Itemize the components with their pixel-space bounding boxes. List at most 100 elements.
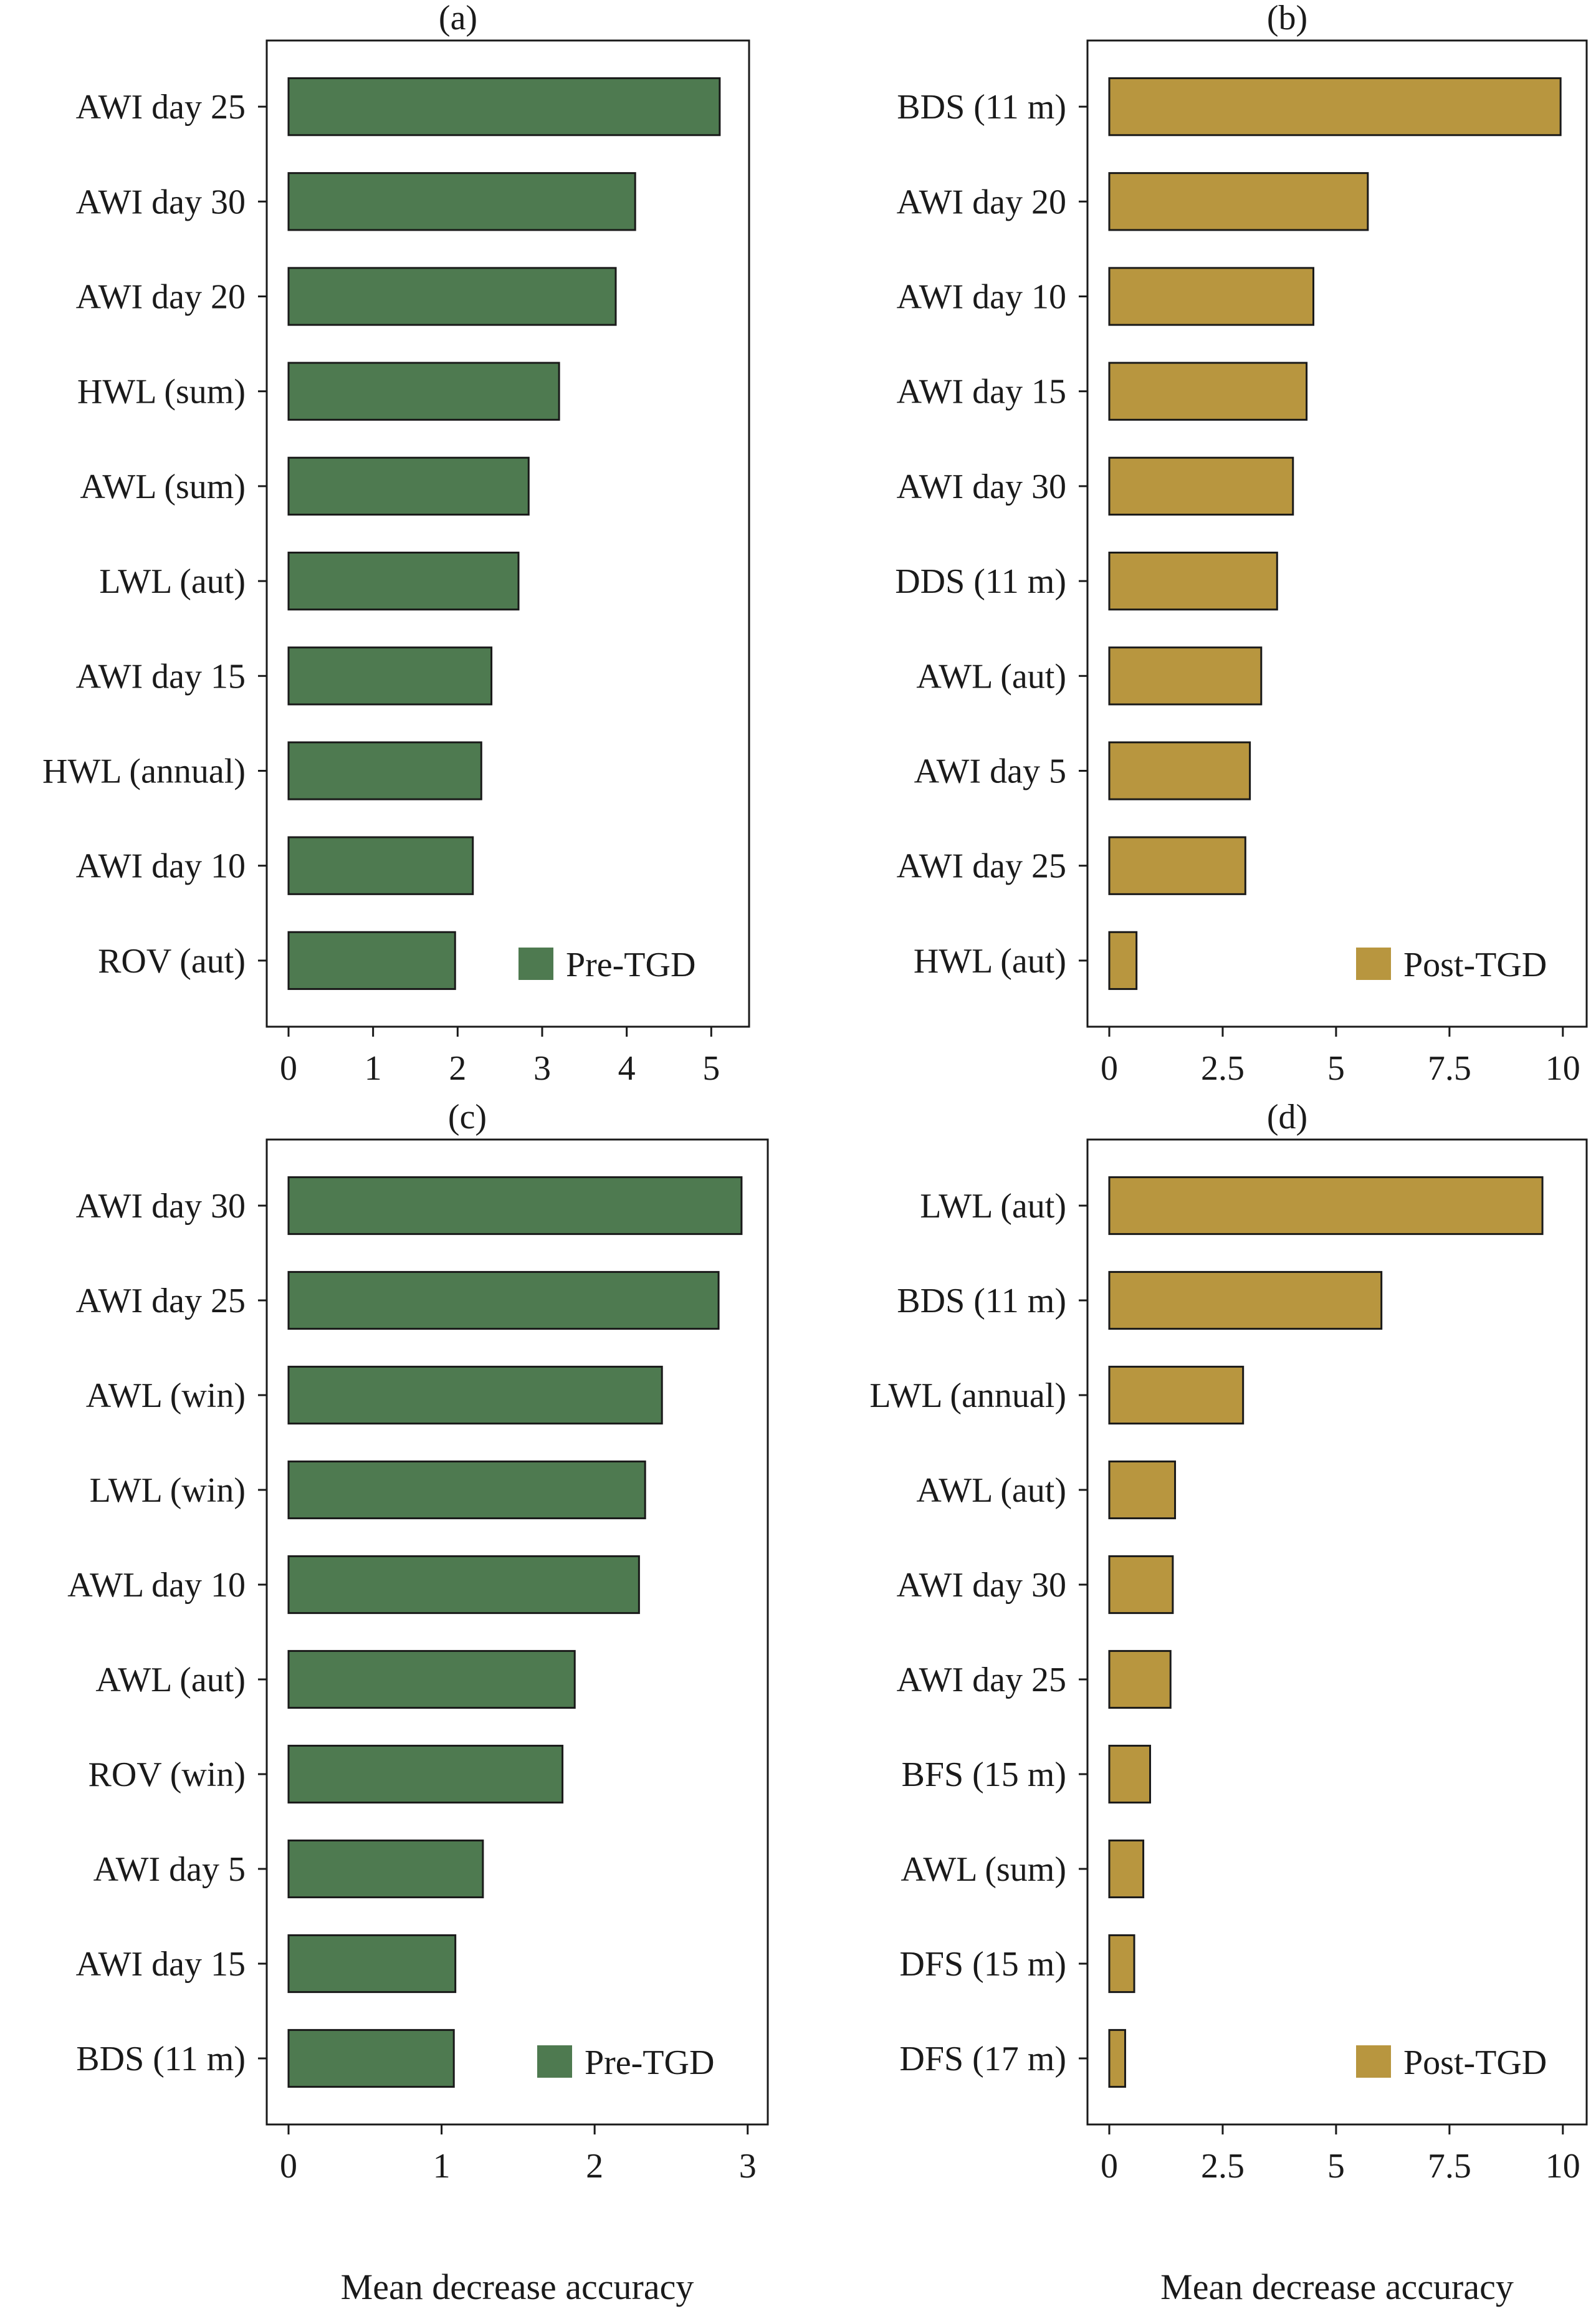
bar-6 [287, 1649, 576, 1709]
bar-4 [287, 1460, 646, 1520]
legend: Post-TGD [1356, 946, 1547, 984]
bar-3 [1108, 267, 1315, 326]
category-label: AWL (aut) [916, 1471, 1066, 1510]
bar-4 [1108, 1460, 1177, 1520]
panel-3: (c) AWI day 30 AWI day 25 AWL (win) LWL (win… [67, 1098, 769, 2307]
x-tick-label: 2.5 [1201, 1049, 1245, 1088]
x-tick-label: 5 [1327, 2147, 1345, 2186]
bar-9 [287, 836, 474, 895]
category-label: AWI day 25 [897, 1661, 1066, 1699]
category-label: HWL (aut) [914, 942, 1066, 981]
category-label: AWI day 10 [76, 847, 246, 886]
panel-4: (d) LWL (aut) BDS (11 m) LWL (annual) AWL (a… [869, 1098, 1588, 2307]
x-tick-label: 2.5 [1201, 2147, 1245, 2186]
x-tick-label: 0 [1101, 1049, 1118, 1088]
category-label: AWI day 20 [76, 278, 246, 317]
category-label: BDS (11 m) [76, 2040, 246, 2078]
category-label: AWI day 5 [914, 752, 1066, 791]
bar-8 [287, 1839, 484, 1899]
category-label: ROV (win) [88, 1755, 246, 1794]
x-tick-label: 5 [702, 1049, 720, 1088]
legend-swatch [518, 948, 553, 980]
bar-1 [287, 77, 721, 137]
bar-8 [1108, 741, 1251, 800]
x-tick-label: 3 [739, 2147, 757, 2186]
bar-8 [287, 741, 482, 800]
bar-2 [1108, 1270, 1383, 1330]
legend: Pre-TGD [518, 946, 695, 984]
category-label: LWL (win) [90, 1471, 246, 1510]
panel-1: (a) AWI day 25 AWI day 30 AWI day 20 HWL (su… [42, 0, 750, 1088]
category-label: AWI day 30 [897, 1566, 1066, 1605]
bar-10 [1108, 2028, 1126, 2088]
bar-2 [287, 172, 636, 231]
x-tick-label: 2 [586, 2147, 603, 2186]
bar-2 [287, 1270, 720, 1330]
bar-10 [287, 2028, 455, 2088]
bar-1 [1108, 77, 1562, 137]
bar-6 [287, 551, 520, 611]
bar-10 [287, 931, 456, 991]
category-label: AWI day 30 [76, 183, 246, 221]
bar-7 [1108, 1744, 1152, 1804]
category-label: DDS (11 m) [895, 562, 1066, 601]
legend-swatch [1356, 948, 1391, 980]
category-label: AWI day 25 [76, 1282, 246, 1320]
bar-10 [1108, 931, 1138, 991]
x-tick-label: 10 [1546, 1049, 1580, 1088]
bar-5 [1108, 456, 1294, 516]
bar-4 [1108, 362, 1308, 421]
category-label: BFS (15 m) [902, 1755, 1067, 1794]
x-tick-label: 3 [533, 1049, 551, 1088]
bar-1 [287, 1176, 743, 1236]
plot-frame [265, 39, 750, 1028]
bar-1 [1108, 1176, 1544, 1236]
category-label: BDS (11 m) [897, 88, 1066, 127]
plot-frame [1086, 39, 1588, 1028]
bar-2 [1108, 172, 1369, 231]
bar-3 [287, 1365, 663, 1425]
bar-9 [1108, 1934, 1135, 1994]
x-axis-title: Mean decrease accuracy [341, 2267, 694, 2307]
category-label: AWI day 30 [76, 1187, 246, 1226]
category-label: AWI day 5 [93, 1850, 246, 1889]
bar-7 [287, 646, 493, 706]
category-label: AWI day 15 [76, 1945, 246, 1984]
category-label: LWL (aut) [99, 562, 246, 601]
legend: Pre-TGD [537, 2043, 714, 2082]
category-label: AWI day 25 [897, 847, 1066, 886]
legend: Post-TGD [1356, 2043, 1547, 2082]
bar-9 [1108, 836, 1246, 895]
legend-swatch [537, 2045, 572, 2078]
category-label: DFS (15 m) [899, 1945, 1066, 1984]
bar-8 [1108, 1839, 1145, 1899]
panel-2: (b) BDS (11 m) AWI day 20 AWI day 10 AWI day… [895, 0, 1588, 1088]
category-label: AWL (sum) [901, 1850, 1066, 1889]
category-label: LWL (annual) [869, 1376, 1066, 1415]
x-tick-label: 1 [433, 2147, 451, 2186]
category-label: HWL (annual) [42, 752, 246, 791]
category-label: AWI day 30 [897, 468, 1066, 506]
legend-label: Post-TGD [1403, 2043, 1547, 2082]
bar-4 [287, 362, 560, 421]
x-tick-label: 0 [280, 1049, 297, 1088]
x-tick-label: 2 [449, 1049, 466, 1088]
x-tick-label: 0 [1101, 2147, 1118, 2186]
x-tick-label: 0 [280, 2147, 297, 2186]
category-label: LWL (aut) [920, 1187, 1066, 1226]
bar-7 [1108, 646, 1263, 706]
category-label: AWI day 15 [897, 373, 1066, 411]
category-label: AWL (aut) [95, 1661, 246, 1699]
panel-label: (a) [439, 0, 477, 37]
category-label: BDS (11 m) [897, 1282, 1066, 1320]
category-label: DFS (17 m) [899, 2040, 1066, 2078]
category-label: AWL (aut) [916, 657, 1066, 696]
category-label: ROV (aut) [98, 942, 246, 981]
x-tick-label: 7.5 [1428, 2147, 1471, 2186]
legend-label: Pre-TGD [566, 946, 695, 984]
category-label: AWL day 10 [67, 1566, 246, 1605]
panel-label: (b) [1267, 0, 1307, 37]
category-label: AWI day 25 [76, 88, 246, 127]
bar-3 [287, 267, 617, 326]
